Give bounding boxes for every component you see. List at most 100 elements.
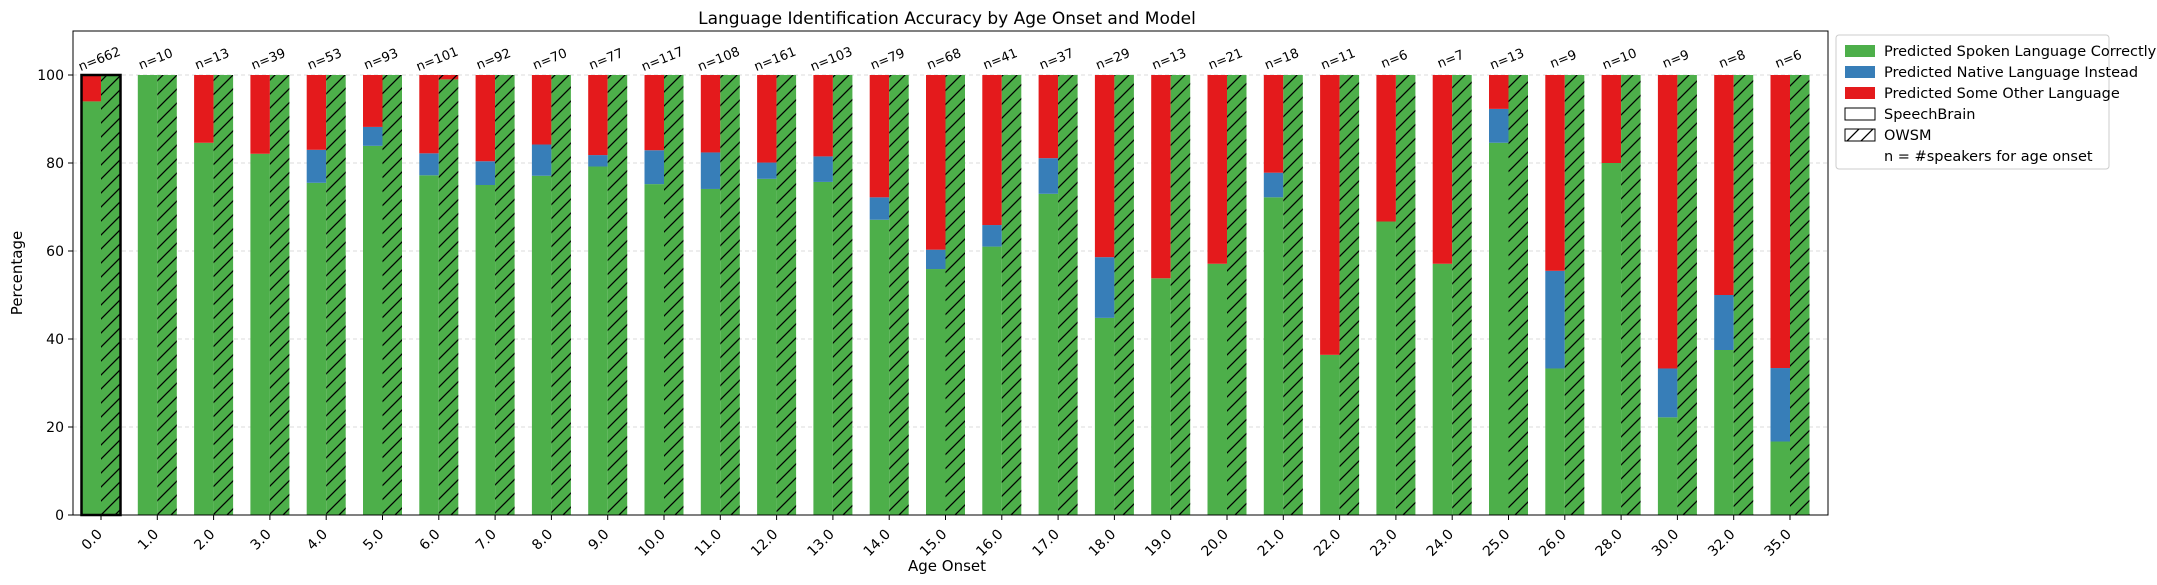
bars [81,75,1810,516]
bar-other [475,75,496,162]
bar-hatch [1283,75,1303,515]
y-axis: 0 20 40 60 80 100 [37,68,73,524]
bar-hatch [101,75,121,515]
bar-hatch [1227,75,1247,515]
bar-native [531,144,552,176]
bar-native [419,153,439,176]
n-label: n=7 [1435,48,1466,72]
legend-label: SpeechBrain [1884,107,1975,123]
n-label: n=53 [306,46,345,73]
bar-other [869,75,890,198]
bar-other [1770,75,1790,369]
x-tick-label: 26.0 [1536,527,1569,560]
bar-correct [813,181,833,516]
bar-native [813,156,833,182]
bar-other [1601,75,1622,163]
n-label: n=39 [249,46,288,73]
x-tick-label: 32.0 [1705,527,1738,560]
x-tick-label: 24.0 [1424,527,1457,560]
x-tick-label: 2.0 [191,527,218,554]
bar-native [1263,172,1284,198]
n-label: n=79 [869,46,908,73]
n-label: n=108 [696,45,742,75]
bar-other [757,75,777,163]
bar-other [926,75,946,250]
bar-hatch [1733,75,1754,515]
bar-other [644,75,664,151]
bar-other [81,75,101,102]
bar-other [1657,75,1678,369]
bar-native [926,249,946,270]
bar-hatch [1058,75,1078,515]
bar-correct [869,219,890,515]
bar-other [1094,75,1115,258]
bar-hatch [269,75,290,515]
bar-native [363,126,383,146]
bar-other [1714,75,1734,295]
bar-correct [363,145,383,515]
bar-other [982,75,1002,226]
bar-native [757,162,777,179]
n-label: n=9 [1661,48,1692,72]
bar-hatch [1621,75,1641,515]
bar-correct [700,188,721,515]
bar-native [1714,295,1734,350]
x-tick-label: 30.0 [1649,527,1682,560]
bar-correct [1094,317,1115,515]
bar-correct [1601,163,1622,515]
bar-other [588,75,608,156]
bar-native [1038,158,1059,194]
n-label: n=13 [1488,46,1527,73]
x-tick-label: 7.0 [473,527,500,554]
bar-correct [1263,197,1284,515]
x-tick-label: 14.0 [861,527,894,560]
bar-other [1038,75,1059,159]
n-label: n=21 [1206,46,1245,73]
bar-other [531,75,552,145]
bar-hatch [720,75,740,515]
x-tick-label: 22.0 [1311,527,1344,560]
n-label: n=6 [1379,48,1410,72]
bar-correct [1432,263,1453,515]
bar-correct [1038,193,1059,516]
y-axis-title: Percentage [8,231,26,315]
bar-other [1432,75,1453,264]
legend-swatch [1845,87,1875,99]
bar-correct [194,142,214,515]
n-label: n=9 [1548,48,1579,72]
bar-hatch [551,75,571,515]
bar-hatch [1114,75,1134,515]
bar-correct [81,101,101,516]
bar-native [475,161,496,185]
x-tick-label: 25.0 [1480,527,1513,560]
x-tick-label: 20.0 [1198,527,1231,560]
x-tick-label: 10.0 [635,527,668,560]
bar-hatch [1339,75,1360,515]
n-label: n=10 [137,46,176,73]
bar-other [1263,75,1284,173]
bar-hatch [1395,75,1416,515]
bar-correct [1545,368,1565,515]
bar-hatch [213,75,234,515]
bar-other [1545,75,1565,271]
bar-hatch [438,75,459,515]
bar-other [363,75,383,127]
legend-swatch [1844,107,1876,121]
legend-label: Predicted Spoken Language Correctly [1884,44,2157,60]
bar-correct [1320,354,1340,515]
bar-correct [419,175,439,515]
legend: Predicted Spoken Language Correctly Predi… [1835,34,2157,170]
bar-correct [531,175,552,515]
x-tick-label: 13.0 [804,527,837,560]
bar-hatch [495,75,515,515]
bar-correct [1207,263,1227,515]
bar-hatch [382,75,402,515]
bar-correct [1489,142,1509,515]
bar-hatch [1508,75,1528,515]
x-tick-label: 11.0 [692,527,725,560]
bar-other [700,75,721,153]
bar-correct [137,75,158,515]
bar-correct [1151,278,1171,515]
bar-other [1207,75,1227,264]
